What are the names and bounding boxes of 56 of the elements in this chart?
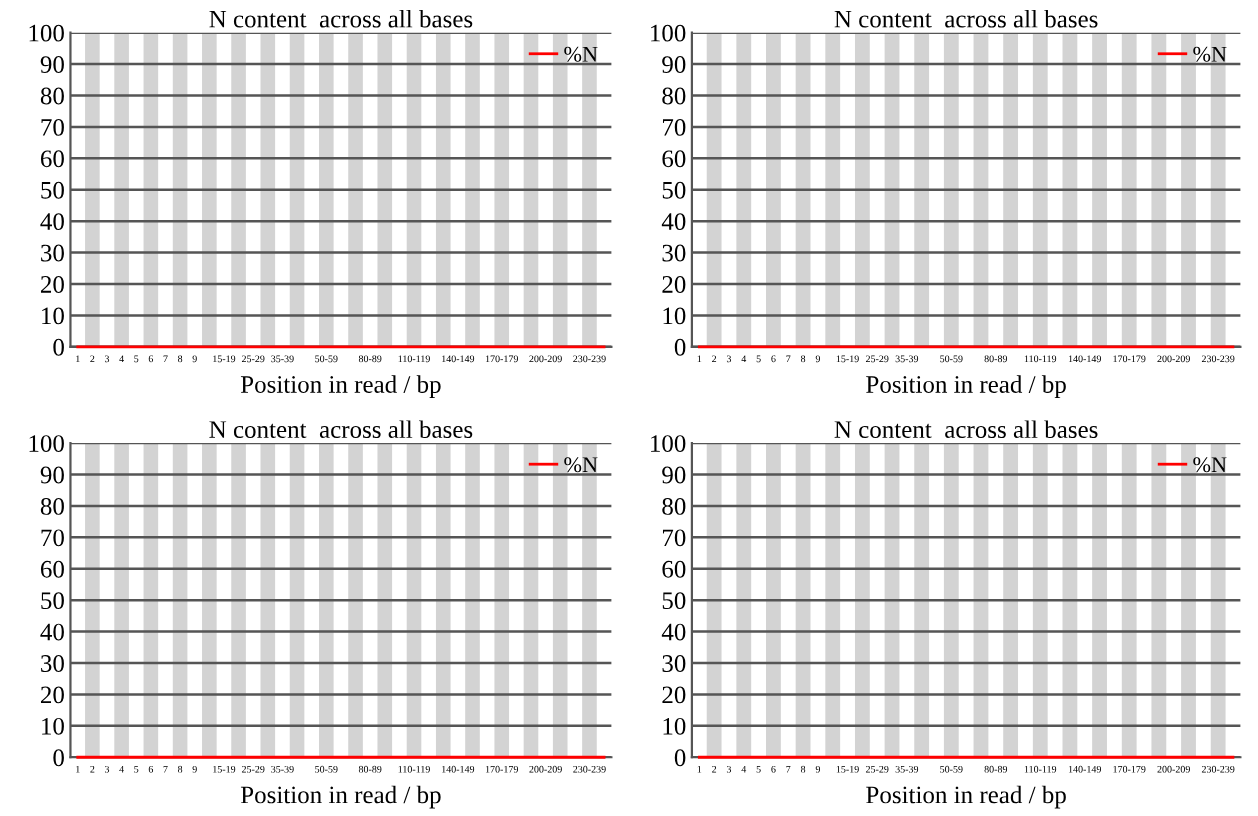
- y-tick-label: 70: [662, 529, 686, 547]
- y-tick-label: 0: [674, 749, 686, 767]
- chart-title: N content across all bases: [834, 420, 1098, 439]
- y-tick-label: 90: [40, 466, 64, 484]
- y-tick-label: 60: [662, 560, 686, 578]
- y-tick-label: 100: [29, 435, 64, 453]
- y-tick-label: 40: [40, 213, 64, 231]
- x-axis-title: Position in read / bp: [240, 785, 441, 809]
- x-axis-title: Position in read / bp: [866, 375, 1066, 398]
- y-tick-label: 30: [41, 655, 64, 672]
- y-tick-label: 10: [42, 307, 64, 325]
- y-tick-label: 10: [42, 717, 64, 735]
- y-tick-label: 100: [29, 24, 64, 42]
- chart-title: N content across all bases: [834, 9, 1098, 28]
- y-tick-label: 90: [662, 466, 686, 484]
- y-tick-label: 100: [651, 24, 686, 42]
- y-tick-label: 30: [41, 244, 64, 262]
- y-tick-label: 70: [662, 118, 686, 136]
- y-tick-label: 80: [40, 497, 64, 515]
- x-axis-title: Position in read / bp: [240, 375, 441, 398]
- legend-label: %N: [1193, 46, 1227, 62]
- y-tick-label: 60: [40, 560, 64, 578]
- y-tick-label: 0: [53, 749, 64, 767]
- y-tick-label: 30: [662, 244, 686, 262]
- y-tick-label: 10: [663, 307, 686, 325]
- y-tick-label: 90: [662, 56, 686, 73]
- y-tick-label: 40: [661, 213, 686, 231]
- y-tick-label: 20: [662, 276, 686, 293]
- y-tick-label: 50: [41, 181, 64, 199]
- y-tick-label: 50: [662, 592, 686, 610]
- chart-title: N content across all bases: [209, 420, 473, 439]
- y-tick-label: 80: [40, 87, 64, 105]
- y-tick-label: 70: [41, 529, 64, 547]
- y-tick-label: 30: [662, 655, 686, 672]
- y-tick-label: 20: [662, 686, 686, 704]
- y-tick-label: 60: [40, 150, 64, 168]
- y-tick-label: 40: [661, 623, 686, 641]
- y-tick-label: 40: [40, 623, 64, 641]
- x-axis-title: Position in read / bp: [866, 785, 1066, 809]
- chart-title: N content across all bases: [209, 9, 473, 28]
- y-tick-label: 0: [53, 338, 64, 356]
- y-tick-label: 60: [662, 150, 686, 168]
- legend-label: %N: [1193, 457, 1227, 473]
- y-tick-label: 90: [40, 56, 64, 73]
- y-tick-label: 50: [662, 181, 686, 199]
- y-tick-label: 20: [40, 276, 64, 293]
- y-tick-label: 80: [662, 87, 686, 105]
- y-tick-label: 20: [40, 686, 64, 704]
- y-tick-label: 100: [651, 435, 686, 453]
- y-tick-label: 70: [41, 118, 64, 136]
- y-tick-label: 10: [663, 717, 686, 735]
- y-tick-label: 50: [41, 592, 64, 610]
- y-tick-label: 80: [662, 497, 686, 515]
- legend-label: %N: [564, 46, 598, 62]
- y-tick-label: 0: [674, 338, 686, 356]
- legend-label: %N: [564, 457, 598, 473]
